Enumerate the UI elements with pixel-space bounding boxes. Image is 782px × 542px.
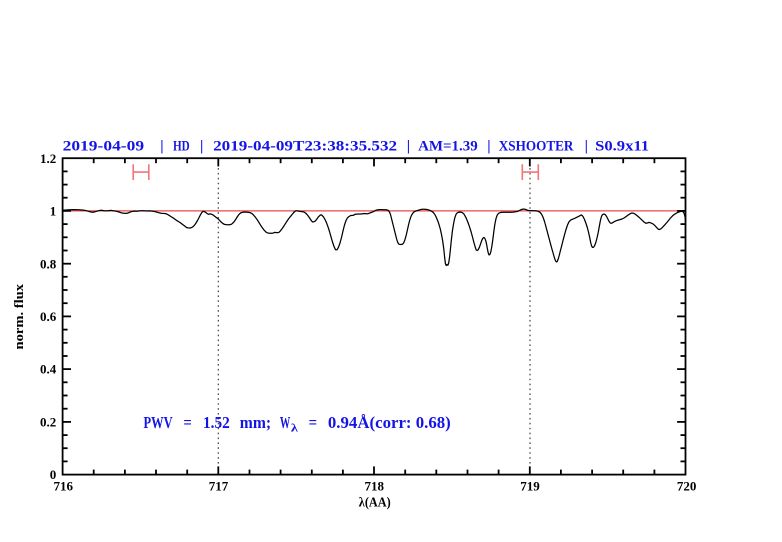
svg-text:0.4: 0.4 — [40, 362, 57, 377]
svg-text:HD: HD — [173, 137, 190, 154]
svg-text:|: | — [487, 137, 490, 154]
svg-text:716: 716 — [53, 478, 73, 493]
svg-text:XSHOOTER: XSHOOTER — [499, 137, 574, 154]
svg-text:W: W — [280, 413, 291, 432]
svg-text:0.2: 0.2 — [40, 415, 56, 430]
svg-text:|: | — [407, 137, 410, 154]
svg-text:|: | — [585, 137, 588, 154]
svg-text:717: 717 — [209, 478, 229, 493]
svg-text:1.2: 1.2 — [40, 151, 56, 166]
svg-text:mm;: mm; — [240, 413, 271, 432]
svg-text:=: = — [309, 413, 318, 432]
svg-text:0.6: 0.6 — [40, 309, 57, 324]
svg-text:=: = — [183, 413, 191, 432]
svg-text:0.94Å(corr: 0.68): 0.94Å(corr: 0.68) — [328, 413, 451, 432]
svg-text:2019-04-09T23:38:35.532: 2019-04-09T23:38:35.532 — [213, 137, 397, 154]
svg-text:720: 720 — [677, 478, 697, 493]
svg-text:|: | — [200, 137, 203, 154]
svg-text:2019-04-09: 2019-04-09 — [63, 137, 145, 154]
svg-text:λ(AA): λ(AA) — [359, 496, 391, 511]
svg-text:S0.9x11: S0.9x11 — [595, 137, 649, 154]
svg-text:718: 718 — [364, 478, 384, 493]
svg-text:norm. flux: norm. flux — [12, 283, 26, 349]
svg-text:λ: λ — [291, 420, 298, 434]
svg-text:|: | — [160, 137, 163, 154]
svg-text:719: 719 — [520, 478, 540, 493]
svg-text:AM=1.39: AM=1.39 — [418, 137, 478, 154]
svg-text:0: 0 — [50, 467, 57, 482]
svg-text:0.8: 0.8 — [40, 256, 57, 271]
svg-text:PWV: PWV — [144, 413, 173, 432]
svg-text:1: 1 — [50, 204, 57, 219]
svg-text:1.52: 1.52 — [203, 413, 230, 432]
